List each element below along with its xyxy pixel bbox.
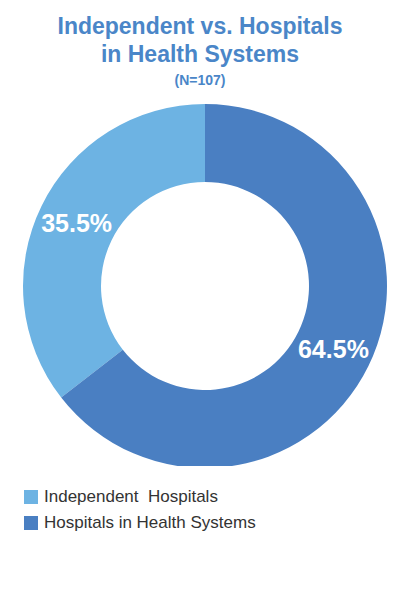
svg-text:35.5%: 35.5% — [41, 209, 112, 237]
html-text:Hospitals in Health Systems: Hospitals in Health Systems — [44, 513, 256, 532]
html-text:(N=107): (N=107) — [174, 72, 226, 88]
svg-text:64.5%: 64.5% — [298, 335, 369, 363]
html-text:Independent vs. Hospitals in H: Independent vs. Hospitals in Health Syst… — [57, 13, 343, 67]
html-text:Independent Hospitals: Independent Hospitals — [44, 487, 218, 506]
